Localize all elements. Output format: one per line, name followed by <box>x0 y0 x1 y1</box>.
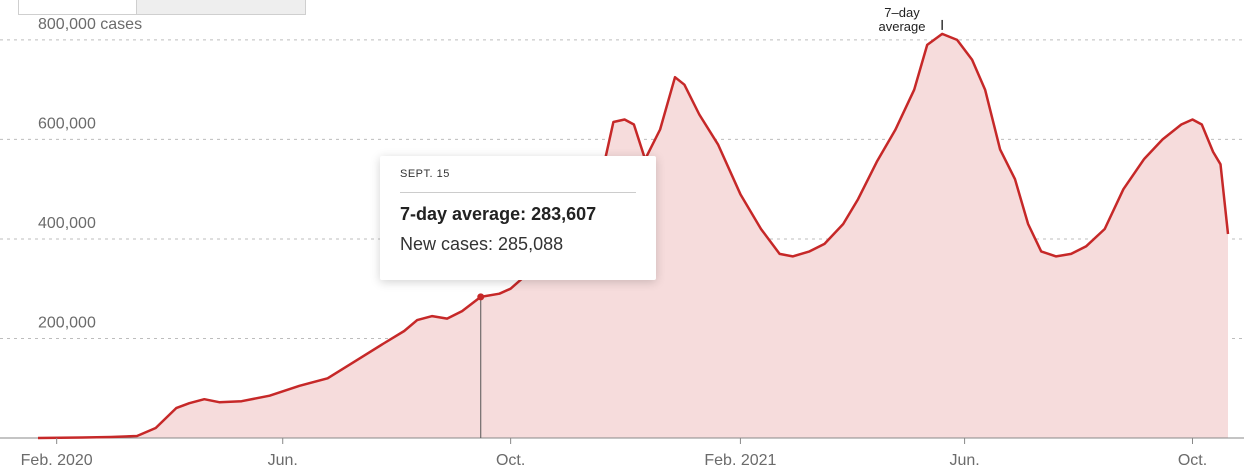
x-tick-label-2: Oct. <box>496 452 525 469</box>
annotation-line1: 7–day <box>884 5 920 20</box>
y-tick-label-1: 600,000 <box>38 115 96 132</box>
y-tick-label-0: 800,000 cases <box>38 16 142 33</box>
x-tick-label-4: Jun. <box>949 452 979 469</box>
seven-day-average-line <box>37 32 1230 440</box>
y-tick-label-2: 400,000 <box>38 215 96 232</box>
toggle-tab-right[interactable] <box>136 0 306 15</box>
x-tick-label-3: Feb. 2021 <box>704 452 776 469</box>
data-tooltip: SEPT. 15 7-day average: 283,607 New case… <box>380 156 656 280</box>
highlight-point <box>477 293 485 301</box>
tooltip-divider <box>400 192 636 193</box>
tooltip-new-cases: New cases: 285,088 <box>400 234 564 254</box>
seven-day-average-annotation: 7–day average <box>862 6 942 34</box>
tooltip-date: SEPT. 15 <box>400 168 450 180</box>
y-tick-label-3: 200,000 <box>38 314 96 331</box>
x-tick-label-0: Feb. 2020 <box>21 452 93 469</box>
x-tick-label-1: Jun. <box>268 452 298 469</box>
x-tick-label-5: Oct. <box>1178 452 1207 469</box>
tooltip-seven-day-average: 7-day average: 283,607 <box>400 204 597 224</box>
annotation-line2: average <box>878 19 926 34</box>
